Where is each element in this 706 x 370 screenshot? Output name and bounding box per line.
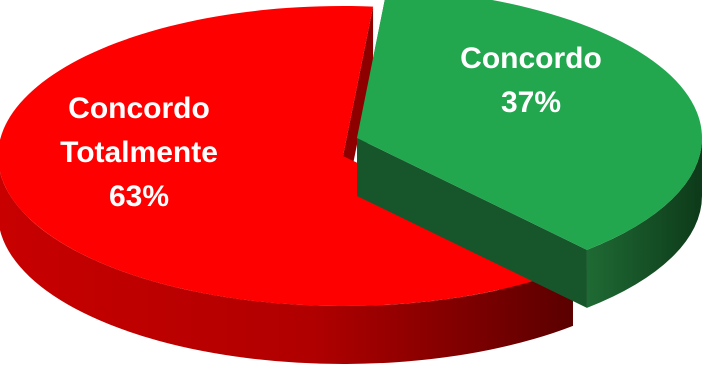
slice-concordo-label: Concordo 37% — [460, 42, 602, 119]
slice-concordo — [357, 0, 702, 308]
slice-concordo-totalmente-label: Concordo Totalmente 63% — [60, 92, 218, 213]
slice-concordo-label-line: 37% — [501, 86, 561, 119]
slice-concordo-totalmente-side — [0, 171, 573, 364]
slice-concordo-side — [586, 138, 702, 308]
slice-concordo-totalmente-label-line: Concordo — [68, 92, 210, 125]
slice-concordo-cut-face — [357, 138, 587, 308]
slice-concordo-top — [357, 0, 702, 250]
slice-concordo-totalmente-label-line: 63% — [109, 180, 169, 213]
slice-concordo-label-line: Concordo — [460, 42, 602, 75]
slice-concordo-totalmente-label-line: Totalmente — [60, 136, 218, 169]
